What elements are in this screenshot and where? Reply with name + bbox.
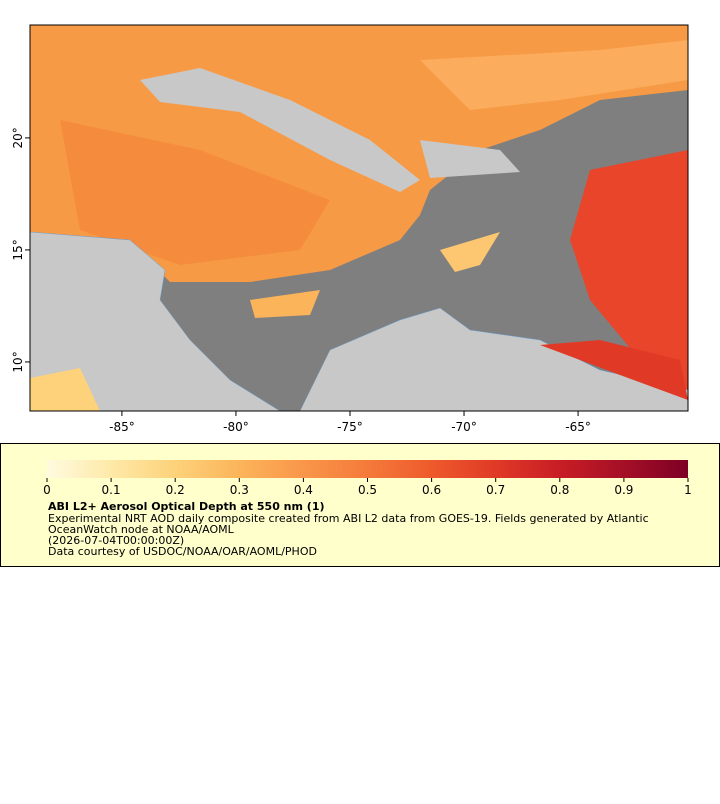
land xyxy=(420,140,520,178)
colorbar-tick-label: 0 xyxy=(43,483,51,497)
land xyxy=(30,231,281,411)
aod-field xyxy=(250,290,320,318)
colorbar-tick-label: 1 xyxy=(684,483,692,497)
aod-field xyxy=(60,120,330,265)
colorbar-tick-label: 0.3 xyxy=(230,483,249,497)
x-tick-label: -65° xyxy=(565,420,591,434)
x-tick-label: -80° xyxy=(223,420,249,434)
aod-field xyxy=(570,150,688,400)
colorbar-tick-label: 0.9 xyxy=(614,483,633,497)
legend-description: OceanWatch node at NOAA/AOML xyxy=(48,523,235,536)
legend-title: ABI L2+ Aerosol Optical Depth at 550 nm … xyxy=(48,500,325,513)
colorbar-tick-label: 0.4 xyxy=(294,483,313,497)
legend-description: Data courtesy of USDOC/NOAA/OAR/AOML/PHO… xyxy=(48,545,317,558)
aod-field xyxy=(440,232,500,272)
y-tick-label: 15° xyxy=(11,239,25,260)
colorbar xyxy=(47,460,688,478)
aod-field xyxy=(540,340,688,400)
x-tick-label: -70° xyxy=(451,420,477,434)
colorbar-tick-label: 0.2 xyxy=(166,483,185,497)
x-tick-label: -85° xyxy=(109,420,135,434)
colorbar-tick-label: 0.5 xyxy=(358,483,377,497)
colorbar-tick-label: 0.8 xyxy=(550,483,569,497)
y-tick-label: 20° xyxy=(11,127,25,148)
map-layers xyxy=(30,25,688,411)
aod-field xyxy=(30,368,100,411)
land xyxy=(140,68,420,192)
plot-frame xyxy=(29,24,689,412)
colorbar-tick-label: 0.7 xyxy=(486,483,505,497)
legend-description: Experimental NRT AOD daily composite cre… xyxy=(48,512,649,525)
y-tick-label: 10° xyxy=(11,351,25,372)
aod-field xyxy=(420,40,688,110)
x-tick-label: -75° xyxy=(337,420,363,434)
legend-description: (2026-07-04T00:00:00Z) xyxy=(48,534,184,547)
colorbar-tick-label: 0.1 xyxy=(102,483,121,497)
land xyxy=(299,307,688,411)
colorbar-tick-label: 0.6 xyxy=(422,483,441,497)
